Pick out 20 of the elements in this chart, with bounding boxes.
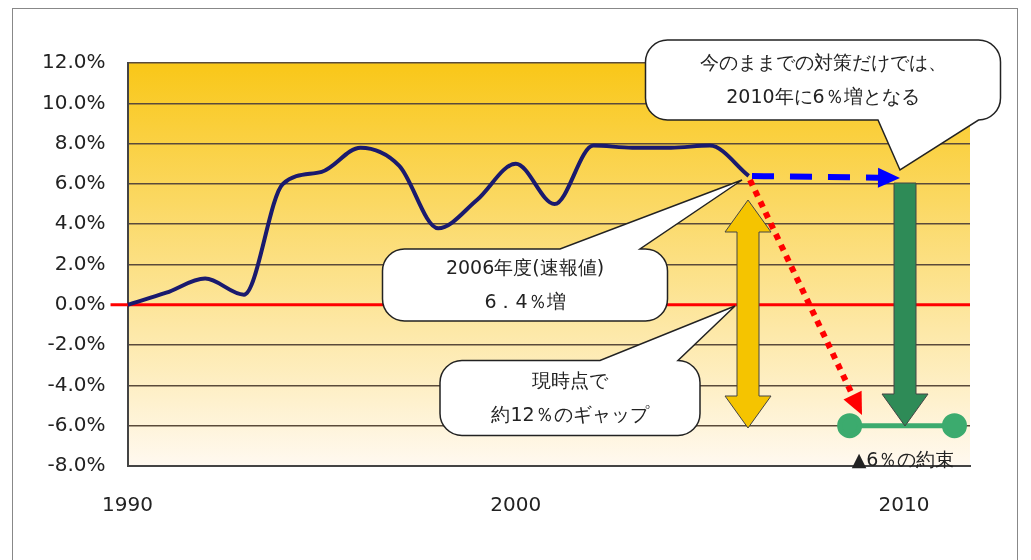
annotation: ▲6％の約束 <box>851 447 955 470</box>
speech-bubble: 今のままでの対策だけでは、2010年に6％増となる <box>644 39 1002 171</box>
annotation: 現時点で約12％のギャップ <box>491 368 650 425</box>
y-tick-label: 6.0% <box>54 170 106 195</box>
y-tick-label: 8.0% <box>54 129 106 154</box>
speech-bubble: 2006年度(速報値)6．4％増 <box>381 179 743 322</box>
y-tick-label: -4.0% <box>47 371 106 396</box>
y-tick-label: -6.0% <box>47 411 106 436</box>
annotation: 2006年度(速報値)6．4％増 <box>445 255 605 312</box>
x-tick-label: 2010 <box>878 492 930 517</box>
x-tick-label: 1990 <box>102 492 153 517</box>
y-tick-label: -8.0% <box>47 452 106 477</box>
y-tick-label: 0.0% <box>54 291 106 315</box>
y-tick-label: -2.0% <box>47 331 106 356</box>
annotation: 今のままでの対策だけでは、2010年に6％増となる <box>699 50 947 107</box>
x-tick-label: 2000 <box>490 492 542 517</box>
y-tick-label: 2.0% <box>54 250 106 275</box>
y-tick-label: 12.0% <box>41 49 106 74</box>
y-tick-label: 4.0% <box>54 210 106 235</box>
y-tick-label: 10.0% <box>41 89 106 114</box>
